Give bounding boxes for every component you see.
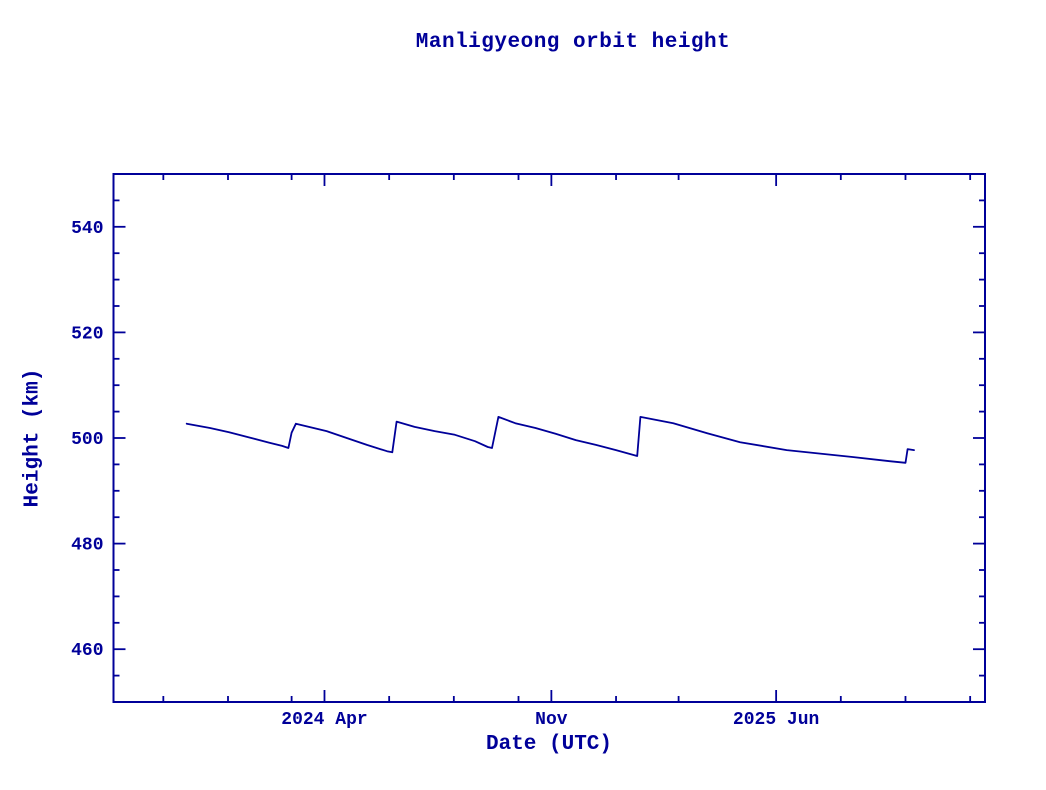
x-tick-label: 2024 Apr (281, 710, 367, 730)
orbit-height-line (185, 415, 915, 464)
x-tick-label: 2025 Jun (733, 710, 819, 730)
y-tick-label: 460 (71, 641, 103, 661)
y-tick-label: 540 (71, 219, 103, 239)
y-tick-label: 480 (71, 536, 103, 556)
x-tick-label: Nov (535, 710, 568, 730)
plot-box (112, 173, 986, 703)
y-tick-label: 520 (71, 324, 103, 344)
chart-title: Manligyeong orbit height (415, 31, 731, 54)
x-axis-label: Date (UTC) (485, 733, 613, 756)
y-tick-label: 500 (71, 430, 103, 450)
